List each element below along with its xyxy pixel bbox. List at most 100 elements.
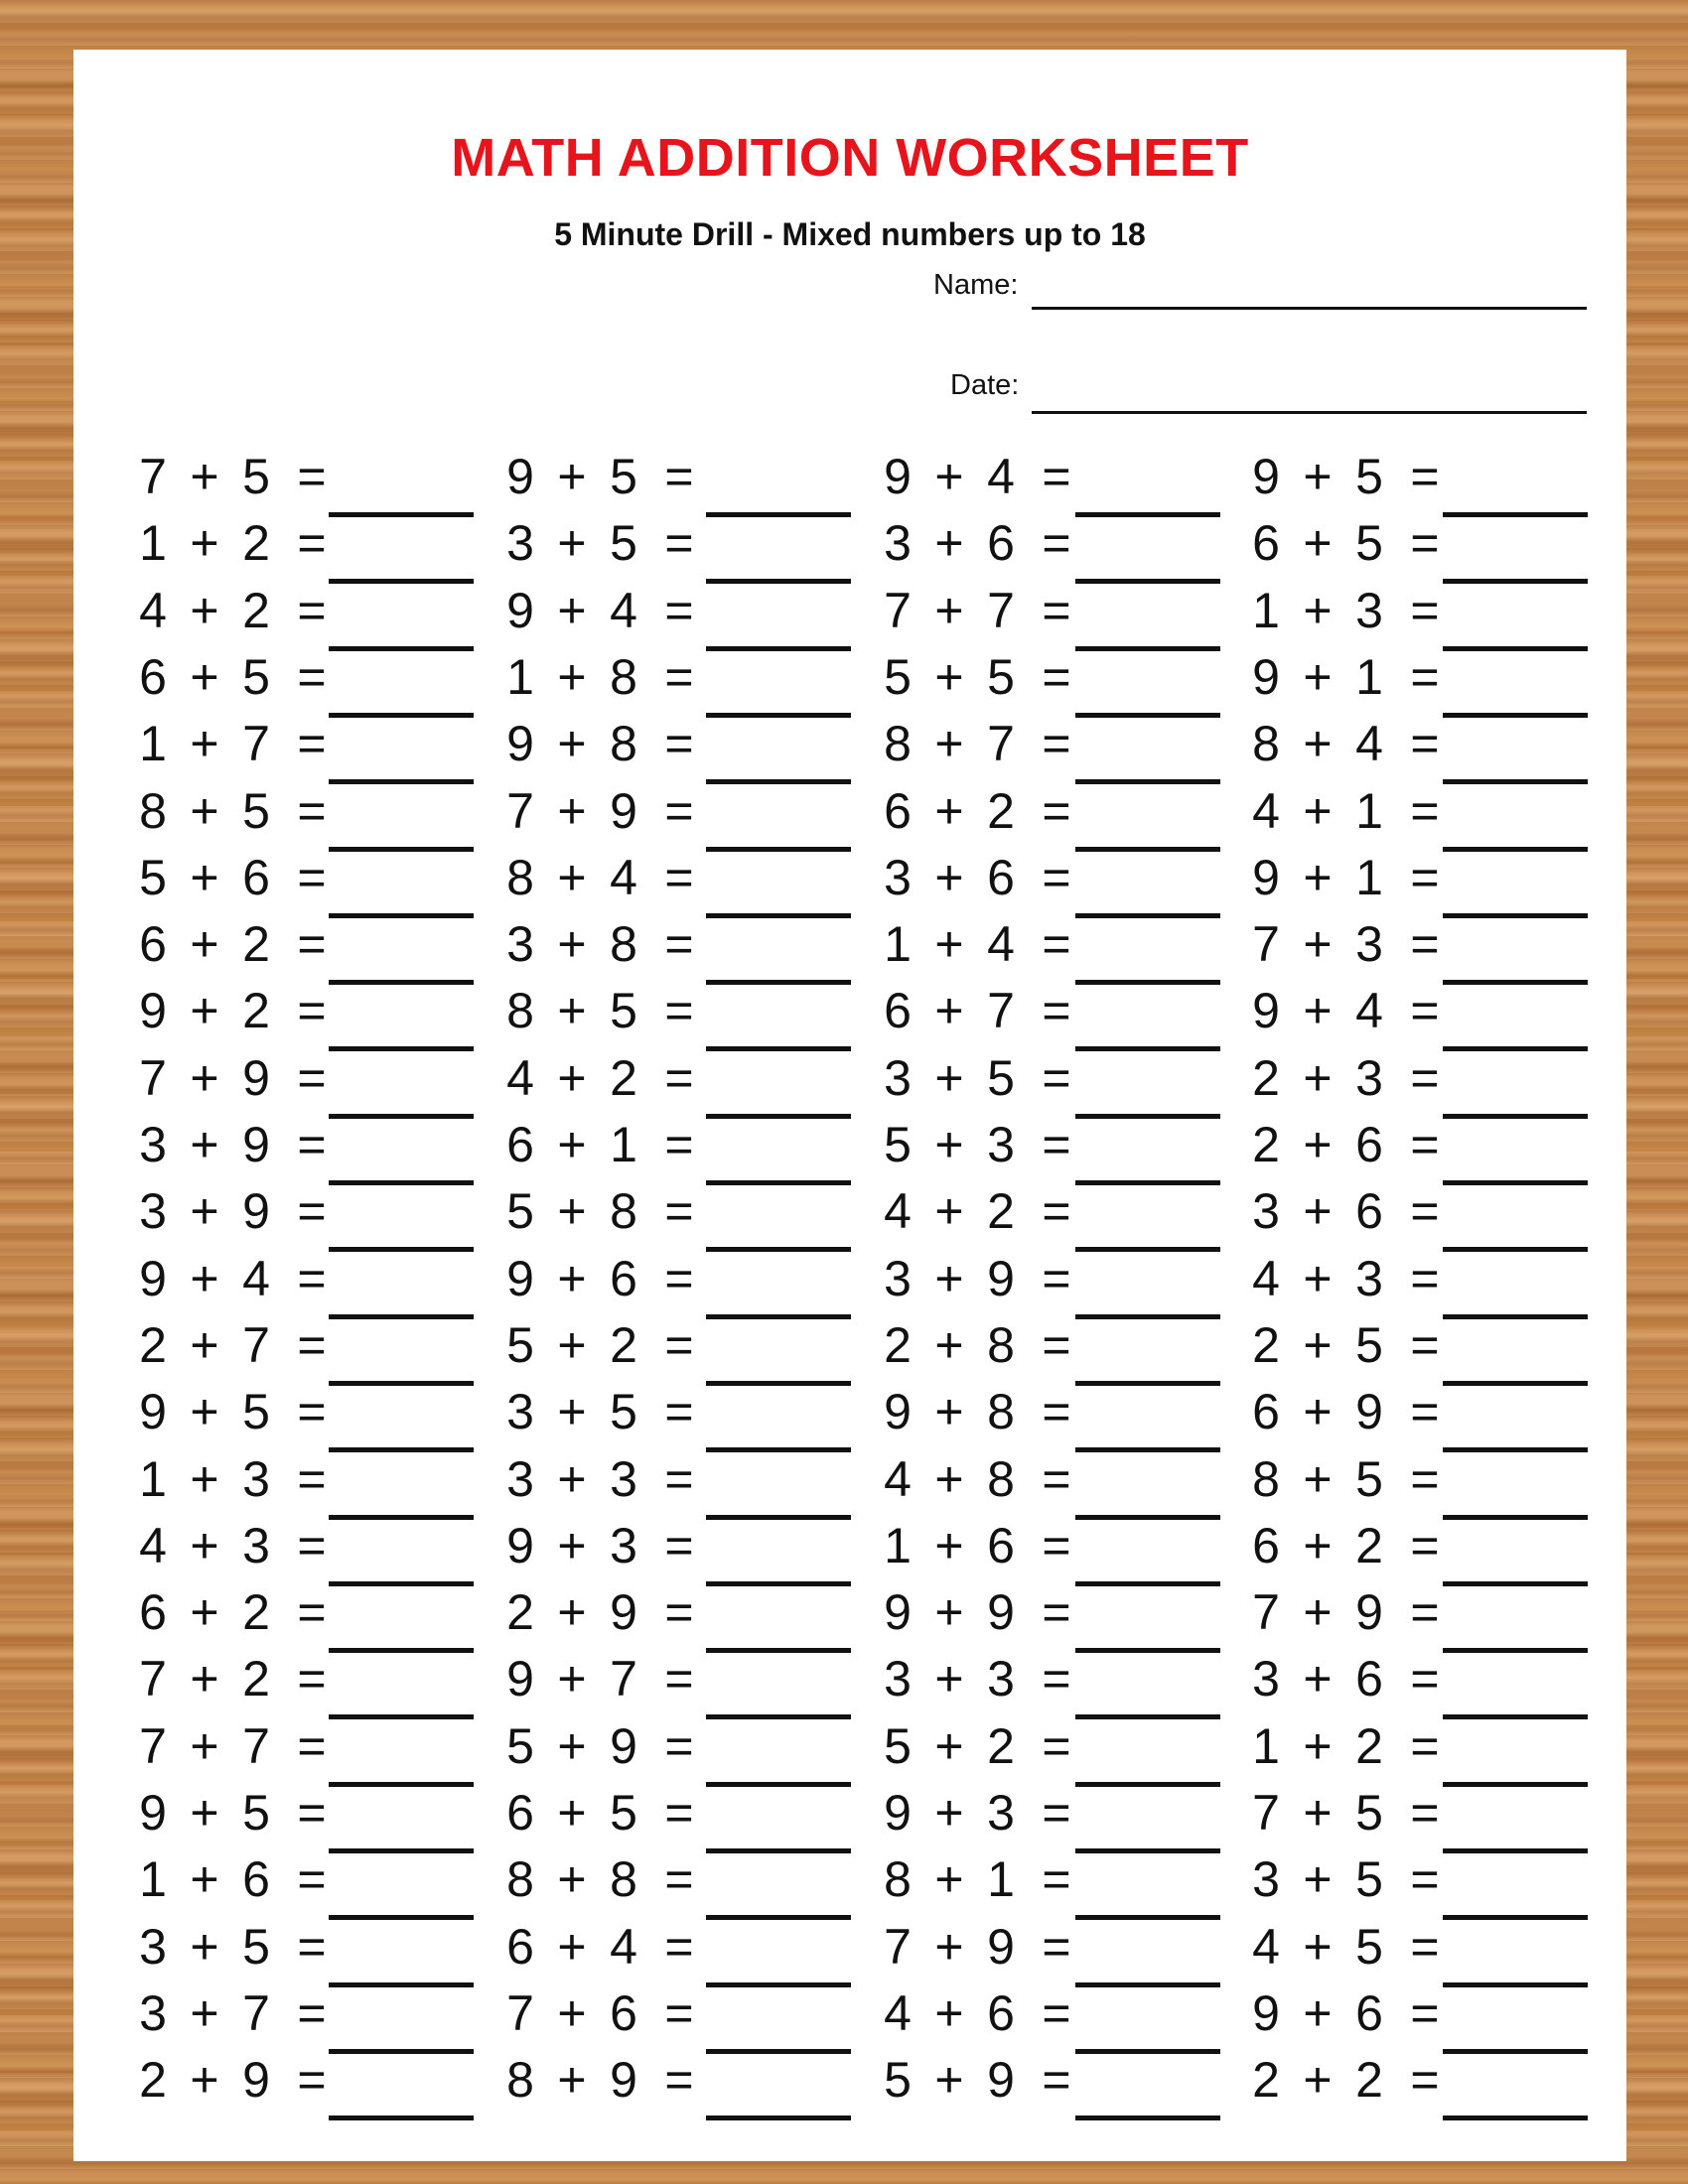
- answer-blank[interactable]: [1075, 1781, 1220, 1787]
- answer-blank[interactable]: [1075, 779, 1220, 785]
- answer-blank[interactable]: [329, 1180, 474, 1185]
- answer-blank[interactable]: [706, 1981, 851, 1987]
- answer-blank[interactable]: [1443, 1180, 1588, 1185]
- answer-blank[interactable]: [1075, 2048, 1220, 2054]
- answer-blank[interactable]: [1075, 1046, 1220, 1052]
- answer-blank[interactable]: [1443, 1113, 1588, 1119]
- answer-blank[interactable]: [1075, 1915, 1220, 1921]
- answer-blank[interactable]: [1443, 1848, 1588, 1853]
- answer-blank[interactable]: [1443, 1247, 1588, 1253]
- answer-blank[interactable]: [706, 712, 851, 718]
- answer-blank[interactable]: [1075, 1180, 1220, 1185]
- answer-blank[interactable]: [1443, 1313, 1588, 1319]
- answer-blank[interactable]: [706, 645, 851, 651]
- answer-blank[interactable]: [1443, 1514, 1588, 1520]
- answer-blank[interactable]: [1075, 1447, 1220, 1453]
- answer-blank[interactable]: [706, 579, 851, 585]
- answer-blank[interactable]: [329, 1580, 474, 1586]
- answer-blank[interactable]: [329, 1247, 474, 1253]
- answer-blank[interactable]: [1443, 512, 1588, 517]
- answer-blank[interactable]: [1443, 1380, 1588, 1386]
- answer-blank[interactable]: [1443, 779, 1588, 785]
- answer-blank[interactable]: [329, 645, 474, 651]
- answer-blank[interactable]: [1443, 2116, 1588, 2121]
- answer-blank[interactable]: [1075, 1848, 1220, 1853]
- answer-blank[interactable]: [706, 980, 851, 986]
- answer-blank[interactable]: [1075, 1113, 1220, 1119]
- answer-blank[interactable]: [706, 1714, 851, 1720]
- answer-blank[interactable]: [706, 1915, 851, 1921]
- answer-blank[interactable]: [1075, 512, 1220, 517]
- answer-blank[interactable]: [706, 779, 851, 785]
- answer-blank[interactable]: [329, 912, 474, 918]
- answer-blank[interactable]: [329, 1380, 474, 1386]
- answer-blank[interactable]: [706, 846, 851, 852]
- answer-blank[interactable]: [1443, 2048, 1588, 2054]
- answer-blank[interactable]: [1075, 1313, 1220, 1319]
- answer-blank[interactable]: [706, 1648, 851, 1654]
- answer-blank[interactable]: [1443, 1447, 1588, 1453]
- answer-blank[interactable]: [706, 1180, 851, 1185]
- answer-blank[interactable]: [329, 1981, 474, 1987]
- answer-blank[interactable]: [706, 2116, 851, 2121]
- answer-blank[interactable]: [329, 1514, 474, 1520]
- answer-blank[interactable]: [1443, 645, 1588, 651]
- answer-blank[interactable]: [1443, 912, 1588, 918]
- answer-blank[interactable]: [329, 1714, 474, 1720]
- answer-blank[interactable]: [329, 779, 474, 785]
- answer-blank[interactable]: [1075, 1380, 1220, 1386]
- answer-blank[interactable]: [706, 912, 851, 918]
- answer-blank[interactable]: [706, 1113, 851, 1119]
- answer-blank[interactable]: [329, 512, 474, 517]
- answer-blank[interactable]: [1075, 1514, 1220, 1520]
- answer-blank[interactable]: [706, 1313, 851, 1319]
- answer-blank[interactable]: [1443, 980, 1588, 986]
- answer-blank[interactable]: [706, 1380, 851, 1386]
- answer-blank[interactable]: [1443, 1580, 1588, 1586]
- answer-blank[interactable]: [706, 1046, 851, 1052]
- name-field-line[interactable]: [1032, 307, 1587, 310]
- answer-blank[interactable]: [1075, 980, 1220, 986]
- answer-blank[interactable]: [1075, 645, 1220, 651]
- answer-blank[interactable]: [1443, 1981, 1588, 1987]
- answer-blank[interactable]: [329, 1648, 474, 1654]
- answer-blank[interactable]: [329, 1848, 474, 1853]
- answer-blank[interactable]: [706, 2048, 851, 2054]
- answer-blank[interactable]: [1075, 1648, 1220, 1654]
- answer-blank[interactable]: [329, 712, 474, 718]
- answer-blank[interactable]: [329, 846, 474, 852]
- answer-blank[interactable]: [1443, 846, 1588, 852]
- answer-blank[interactable]: [1443, 1714, 1588, 1720]
- answer-blank[interactable]: [1443, 1046, 1588, 1052]
- answer-blank[interactable]: [329, 1113, 474, 1119]
- answer-blank[interactable]: [329, 980, 474, 986]
- answer-blank[interactable]: [1075, 712, 1220, 718]
- answer-blank[interactable]: [706, 1781, 851, 1787]
- answer-blank[interactable]: [1443, 1915, 1588, 1921]
- answer-blank[interactable]: [706, 1247, 851, 1253]
- answer-blank[interactable]: [329, 1046, 474, 1052]
- answer-blank[interactable]: [329, 2116, 474, 2121]
- answer-blank[interactable]: [329, 2048, 474, 2054]
- answer-blank[interactable]: [706, 1447, 851, 1453]
- answer-blank[interactable]: [1075, 1714, 1220, 1720]
- answer-blank[interactable]: [1075, 2116, 1220, 2121]
- answer-blank[interactable]: [1443, 712, 1588, 718]
- answer-blank[interactable]: [329, 1447, 474, 1453]
- answer-blank[interactable]: [1075, 1580, 1220, 1586]
- answer-blank[interactable]: [1075, 579, 1220, 585]
- date-field-line[interactable]: [1032, 411, 1587, 414]
- answer-blank[interactable]: [1075, 1981, 1220, 1987]
- answer-blank[interactable]: [1443, 579, 1588, 585]
- answer-blank[interactable]: [1075, 912, 1220, 918]
- answer-blank[interactable]: [1443, 1781, 1588, 1787]
- answer-blank[interactable]: [329, 1915, 474, 1921]
- answer-blank[interactable]: [1443, 1648, 1588, 1654]
- answer-blank[interactable]: [706, 1514, 851, 1520]
- answer-blank[interactable]: [329, 1313, 474, 1319]
- answer-blank[interactable]: [706, 1580, 851, 1586]
- answer-blank[interactable]: [706, 512, 851, 517]
- answer-blank[interactable]: [706, 1848, 851, 1853]
- answer-blank[interactable]: [329, 1781, 474, 1787]
- answer-blank[interactable]: [1075, 1247, 1220, 1253]
